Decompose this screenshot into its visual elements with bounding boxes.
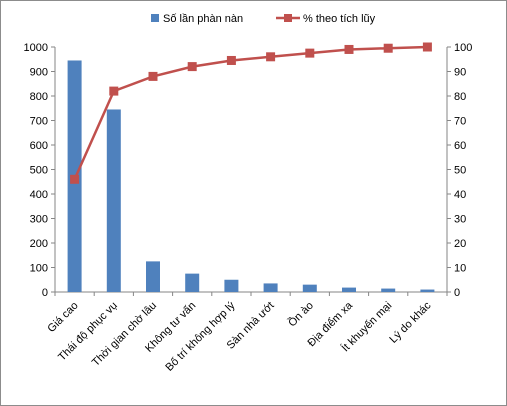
y-left-tick-label: 500 [30,165,48,177]
y-left-tick-label: 700 [30,116,48,128]
bar-4 [185,273,200,292]
line-marker-7 [305,48,315,58]
bar-2 [106,109,121,292]
category-label: Bố trí không hợp lý [163,299,237,373]
legend-bar-label: Số lần phàn nàn [163,13,243,25]
line-marker-8 [344,44,354,54]
y-right-tick-label: 70 [454,116,466,128]
bar-6 [263,283,278,292]
legend-line-label: % theo tích lũy [303,13,376,25]
line-marker-1 [70,174,80,184]
y-left-tick-label: 100 [30,263,48,275]
line-marker-5 [226,55,236,65]
y-left-tick-label: 300 [30,214,48,226]
line-marker-10 [422,42,432,52]
y-right-tick-label: 50 [454,165,466,177]
bar-5 [224,279,239,292]
category-label: Ồn ào [286,299,316,329]
bar-9 [381,288,396,292]
cumulative-line [73,45,428,180]
line-marker-6 [266,52,276,62]
line-marker-4 [187,62,197,72]
y-right-tick-label: 100 [454,42,472,54]
category-label: Giá cao [45,300,80,335]
y-left-tick-label: 600 [30,140,48,152]
line-marker-3 [148,71,158,81]
bar-3 [146,261,160,292]
line-marker-2 [109,86,119,96]
y-right-tick-label: 40 [454,189,466,201]
y-right-tick-label: 90 [454,67,466,79]
y-left-tick-label: 400 [30,189,48,201]
y-left-tick-label: 0 [42,287,48,299]
bar-8 [342,287,356,292]
y-right-tick-label: 20 [454,238,466,250]
y-left-tick-label: 200 [30,238,48,250]
bar-7 [302,284,317,292]
line-marker-9 [383,43,393,53]
y-left-tick-label: 1000 [24,42,48,54]
legend-bar-swatch [151,14,159,22]
category-label: Lý do khác [387,299,433,345]
y-left-tick-label: 900 [30,67,48,79]
y-right-tick-label: 0 [454,287,460,299]
legend-line-marker [284,14,292,22]
y-right-tick-label: 60 [454,140,466,152]
bar-10 [420,289,435,292]
y-right-tick-label: 30 [454,214,466,226]
y-left-tick-label: 800 [30,91,48,103]
y-right-tick-label: 10 [454,263,466,275]
y-right-tick-label: 80 [454,91,466,103]
